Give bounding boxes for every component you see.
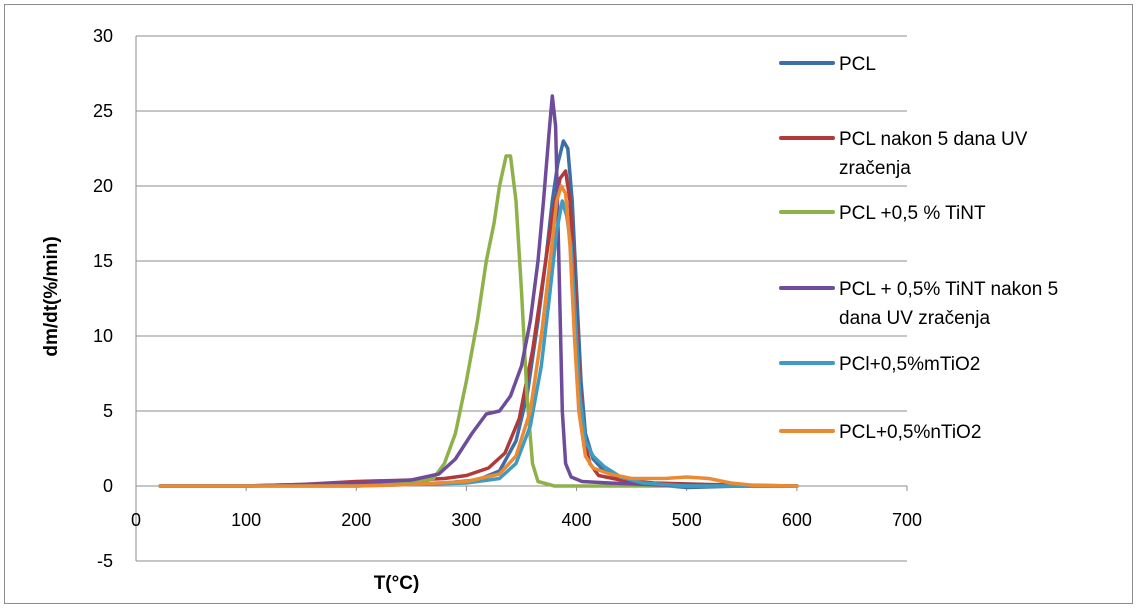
x-tick-label: 700	[892, 510, 922, 530]
series-line-3	[158, 154, 799, 488]
x-tick-label: 200	[341, 510, 371, 530]
legend-label: PCL+0,5%nTiO2	[839, 422, 981, 443]
chart-frame: -5 0 5 10 15 20 25 30 0 100 200 300 400 500 600 700 T(°C…	[4, 4, 1133, 604]
y-tick-label: 25	[93, 101, 113, 121]
y-axis-title: dm/dt(%/min)	[41, 236, 62, 356]
x-tick-label: 600	[782, 510, 812, 530]
legend-label: PCL nakon 5 dana UV	[839, 129, 1028, 150]
x-tick-label: 400	[562, 510, 592, 530]
x-tick-label: 500	[672, 510, 702, 530]
x-axis-title: T(°C)	[374, 573, 420, 594]
series-line-6	[158, 184, 799, 488]
series-line-4	[158, 94, 799, 488]
y-tick-label: -5	[97, 551, 113, 571]
y-tick-label: 10	[93, 326, 113, 346]
legend-label: zračenja	[839, 158, 911, 179]
legend-label: PCL + 0,5% TiNT nakon 5	[839, 279, 1058, 300]
y-tick-label: 30	[93, 26, 113, 46]
legend-label: dana UV zračenja	[839, 308, 990, 329]
legend-label: PCL +0,5 % TiNT	[839, 203, 986, 224]
x-tick-label: 100	[231, 510, 261, 530]
series-line-2	[158, 169, 799, 488]
x-tick-label: 300	[451, 510, 481, 530]
y-tick-label: 15	[93, 251, 113, 271]
x-tick-label: 0	[131, 510, 141, 530]
series-line-5	[158, 199, 799, 488]
y-tick-label: 20	[93, 176, 113, 196]
y-tick-label: 5	[103, 401, 113, 421]
y-tick-label: 0	[103, 476, 113, 496]
legend-label: PCl+0,5%mTiO2	[839, 354, 980, 375]
legend-label: PCL	[839, 54, 876, 75]
